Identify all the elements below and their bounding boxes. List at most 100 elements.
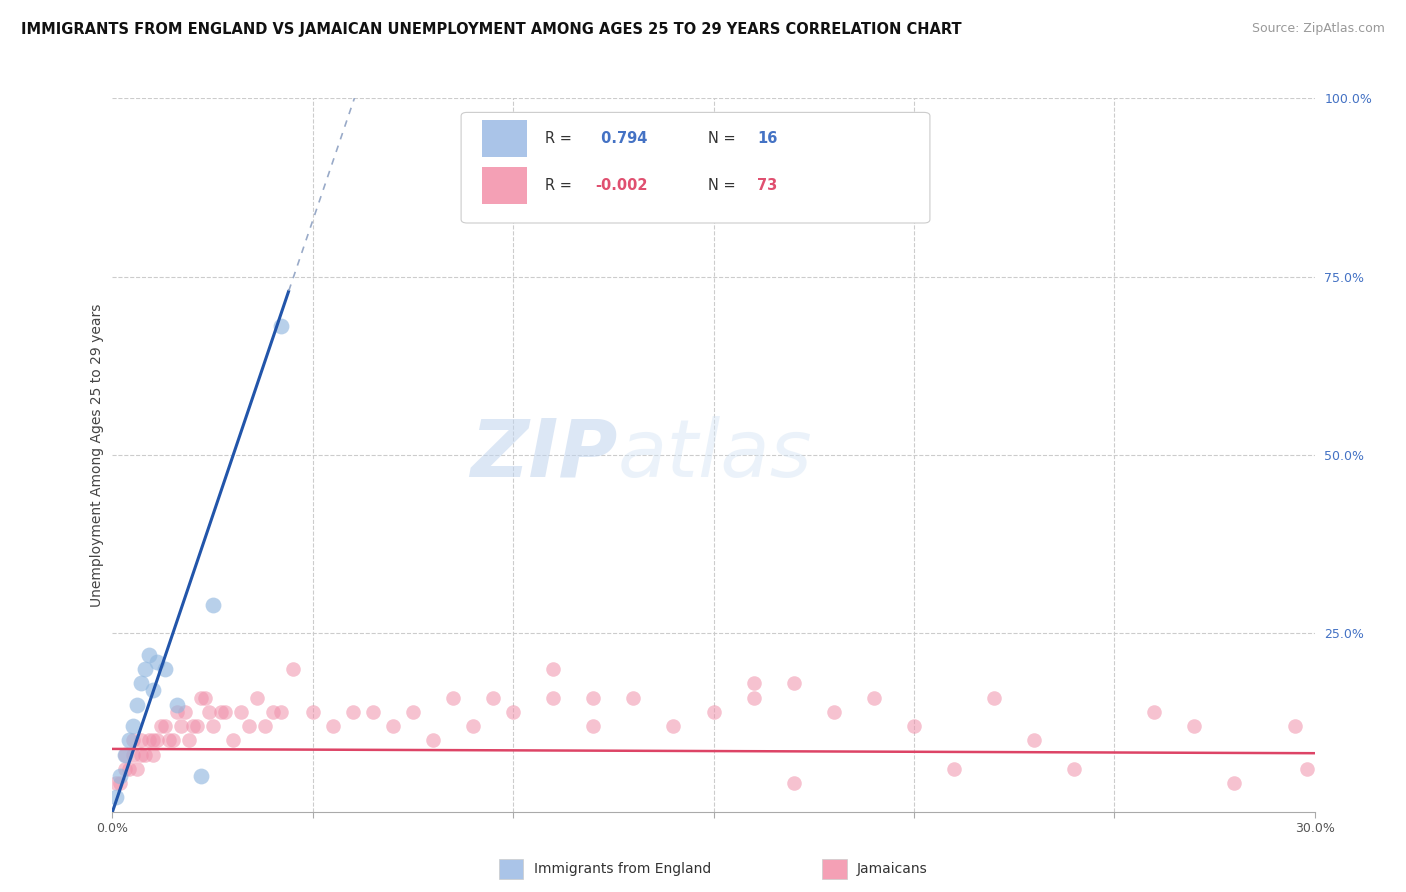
- Point: [1063, 762, 1085, 776]
- Text: Immigrants from England: Immigrants from England: [533, 862, 711, 876]
- Point: [153, 719, 176, 733]
- Point: [582, 690, 605, 705]
- Point: [322, 719, 344, 733]
- Point: [194, 690, 217, 705]
- Point: [141, 733, 163, 747]
- Point: [110, 776, 132, 790]
- Point: [246, 690, 269, 705]
- Point: [121, 719, 143, 733]
- Point: [562, 112, 585, 127]
- Point: [117, 762, 139, 776]
- Point: [502, 705, 524, 719]
- Point: [110, 769, 132, 783]
- Point: [270, 319, 292, 334]
- Point: [114, 747, 136, 762]
- Point: [145, 655, 167, 669]
- Point: [209, 705, 232, 719]
- Point: [742, 676, 765, 690]
- Point: [1295, 762, 1317, 776]
- Point: [129, 747, 152, 762]
- Point: [153, 662, 176, 676]
- Point: [201, 719, 224, 733]
- Point: [823, 705, 845, 719]
- Point: [177, 733, 200, 747]
- Point: [281, 662, 304, 676]
- Point: [270, 705, 292, 719]
- Point: [129, 733, 152, 747]
- Bar: [823, 859, 846, 879]
- Bar: [481, 120, 527, 157]
- Point: [402, 705, 425, 719]
- Point: [903, 719, 925, 733]
- Text: atlas: atlas: [617, 416, 813, 494]
- Point: [121, 747, 143, 762]
- Point: [543, 690, 565, 705]
- Point: [1284, 719, 1306, 733]
- Point: [621, 690, 644, 705]
- Point: [201, 598, 224, 612]
- Point: [461, 719, 484, 733]
- Point: [125, 698, 148, 712]
- Point: [262, 705, 284, 719]
- Point: [302, 705, 325, 719]
- Point: [582, 719, 605, 733]
- Point: [134, 747, 156, 762]
- Point: [942, 762, 965, 776]
- Point: [134, 662, 156, 676]
- Point: [662, 719, 685, 733]
- Point: [422, 733, 444, 747]
- Text: ZIP: ZIP: [470, 416, 617, 494]
- Point: [190, 769, 212, 783]
- Point: [173, 705, 195, 719]
- Point: [342, 705, 364, 719]
- Point: [149, 719, 172, 733]
- Text: R =: R =: [546, 178, 576, 194]
- Point: [141, 747, 163, 762]
- Point: [138, 648, 160, 662]
- Point: [441, 690, 464, 705]
- Point: [169, 719, 191, 733]
- Point: [361, 705, 384, 719]
- Point: [157, 733, 180, 747]
- Point: [1024, 733, 1046, 747]
- Point: [482, 690, 505, 705]
- Point: [105, 776, 128, 790]
- Point: [125, 762, 148, 776]
- Point: [166, 705, 188, 719]
- Point: [181, 719, 204, 733]
- Point: [222, 733, 245, 747]
- Point: [1223, 776, 1246, 790]
- Point: [229, 705, 252, 719]
- Text: 16: 16: [756, 131, 778, 146]
- Point: [145, 733, 167, 747]
- Text: 0.794: 0.794: [596, 131, 647, 146]
- Point: [138, 733, 160, 747]
- Point: [117, 733, 139, 747]
- Text: Source: ZipAtlas.com: Source: ZipAtlas.com: [1251, 22, 1385, 36]
- Point: [121, 733, 143, 747]
- Point: [782, 776, 804, 790]
- Point: [166, 698, 188, 712]
- Text: IMMIGRANTS FROM ENGLAND VS JAMAICAN UNEMPLOYMENT AMONG AGES 25 TO 29 YEARS CORRE: IMMIGRANTS FROM ENGLAND VS JAMAICAN UNEM…: [21, 22, 962, 37]
- Text: -0.002: -0.002: [596, 178, 648, 194]
- Point: [105, 790, 128, 805]
- Point: [702, 705, 725, 719]
- Point: [190, 690, 212, 705]
- Point: [382, 719, 405, 733]
- Point: [782, 676, 804, 690]
- Bar: [499, 859, 523, 879]
- Point: [1184, 719, 1206, 733]
- Point: [214, 705, 236, 719]
- Text: R =: R =: [546, 131, 576, 146]
- Point: [162, 733, 184, 747]
- Point: [742, 690, 765, 705]
- Point: [141, 683, 163, 698]
- Text: 73: 73: [756, 178, 778, 194]
- FancyBboxPatch shape: [461, 112, 929, 223]
- Point: [197, 705, 219, 719]
- Y-axis label: Unemployment Among Ages 25 to 29 years: Unemployment Among Ages 25 to 29 years: [90, 303, 104, 607]
- Point: [238, 719, 260, 733]
- Point: [543, 662, 565, 676]
- Text: N =: N =: [707, 178, 740, 194]
- Point: [114, 747, 136, 762]
